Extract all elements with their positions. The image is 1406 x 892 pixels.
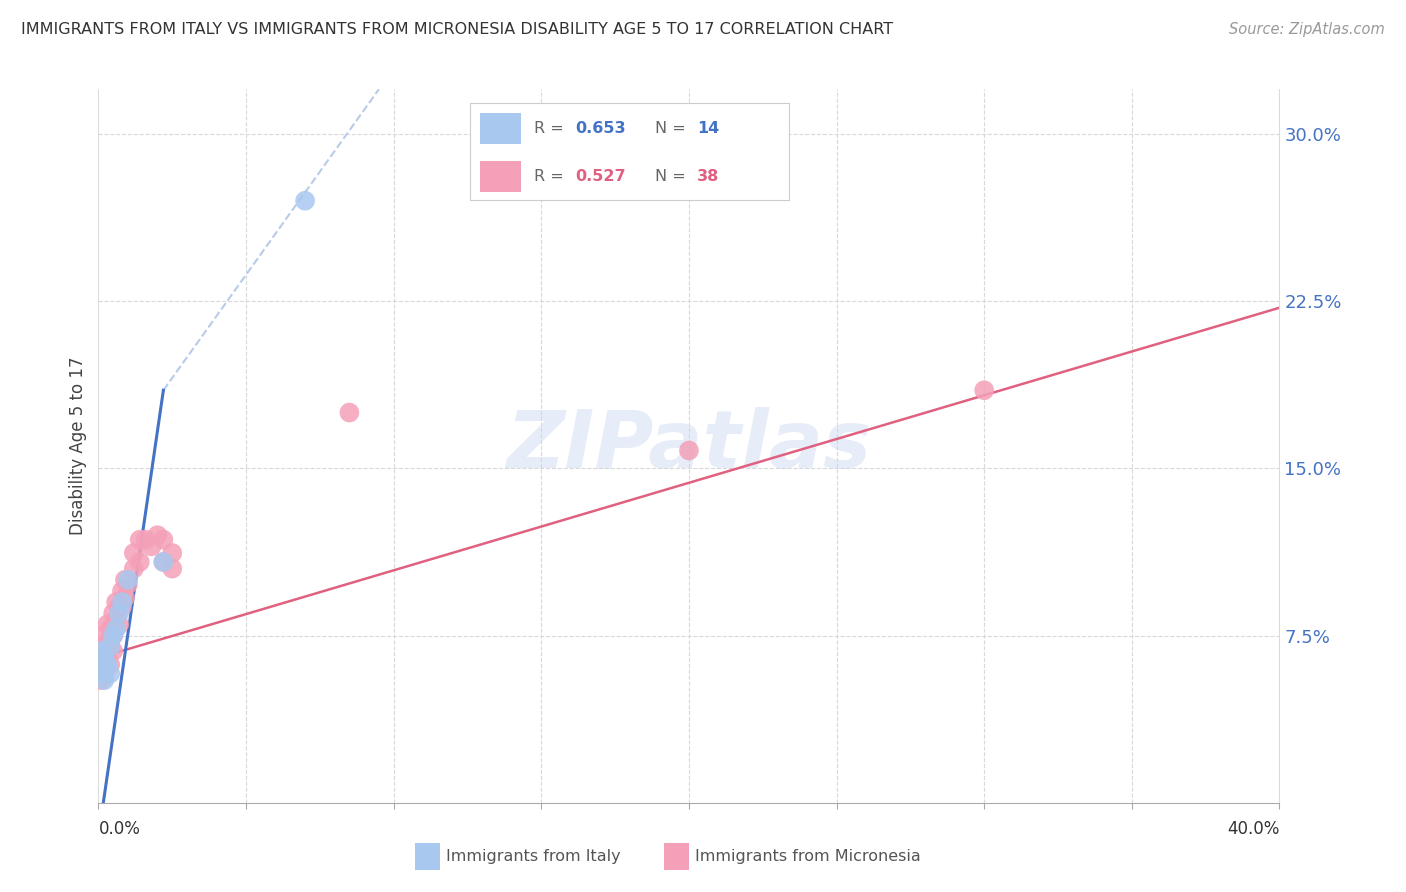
Point bbox=[96, 617, 118, 632]
Text: Immigrants from Italy: Immigrants from Italy bbox=[446, 849, 620, 863]
Point bbox=[105, 613, 128, 627]
Point bbox=[294, 194, 316, 208]
Point bbox=[111, 595, 134, 609]
Point bbox=[162, 562, 183, 576]
Point bbox=[90, 651, 112, 665]
Point bbox=[146, 528, 169, 542]
Point bbox=[108, 617, 131, 632]
Point bbox=[93, 651, 115, 665]
Point bbox=[90, 666, 112, 681]
Point bbox=[105, 595, 128, 609]
Point bbox=[93, 628, 115, 642]
Point bbox=[117, 577, 139, 591]
Point bbox=[103, 644, 125, 658]
Text: IMMIGRANTS FROM ITALY VS IMMIGRANTS FROM MICRONESIA DISABILITY AGE 5 TO 17 CORRE: IMMIGRANTS FROM ITALY VS IMMIGRANTS FROM… bbox=[21, 22, 893, 37]
Text: 0.0%: 0.0% bbox=[98, 820, 141, 838]
Point bbox=[98, 666, 121, 681]
Point bbox=[93, 673, 115, 687]
Point bbox=[103, 628, 125, 642]
Text: ZIPatlas: ZIPatlas bbox=[506, 407, 872, 485]
Point bbox=[111, 599, 134, 614]
Point bbox=[141, 539, 163, 553]
Point bbox=[122, 562, 145, 576]
Text: 40.0%: 40.0% bbox=[1227, 820, 1279, 838]
Point bbox=[90, 644, 112, 658]
Point bbox=[678, 443, 700, 458]
Point bbox=[128, 533, 150, 547]
Point bbox=[96, 651, 118, 665]
Point bbox=[114, 573, 136, 587]
Point bbox=[105, 622, 128, 636]
Point bbox=[103, 628, 125, 642]
Point bbox=[96, 657, 118, 672]
Y-axis label: Disability Age 5 to 17: Disability Age 5 to 17 bbox=[69, 357, 87, 535]
Point bbox=[96, 635, 118, 649]
Point bbox=[108, 607, 131, 621]
Point bbox=[152, 555, 174, 569]
Point bbox=[93, 666, 115, 681]
Point bbox=[973, 384, 995, 398]
Text: Immigrants from Micronesia: Immigrants from Micronesia bbox=[695, 849, 921, 863]
Point bbox=[162, 546, 183, 560]
Point bbox=[98, 640, 121, 654]
Point bbox=[103, 607, 125, 621]
Point bbox=[128, 555, 150, 569]
Point bbox=[93, 644, 115, 658]
Point bbox=[98, 657, 121, 672]
Point bbox=[117, 573, 139, 587]
Point bbox=[90, 662, 112, 676]
Point bbox=[114, 591, 136, 605]
Point bbox=[152, 555, 174, 569]
Point bbox=[90, 673, 112, 687]
Point bbox=[337, 405, 360, 420]
Point bbox=[135, 533, 157, 547]
Text: Source: ZipAtlas.com: Source: ZipAtlas.com bbox=[1229, 22, 1385, 37]
Point bbox=[111, 583, 134, 598]
Point bbox=[98, 622, 121, 636]
Point bbox=[152, 533, 174, 547]
Point bbox=[122, 546, 145, 560]
Point bbox=[108, 599, 131, 614]
Point bbox=[98, 640, 121, 654]
